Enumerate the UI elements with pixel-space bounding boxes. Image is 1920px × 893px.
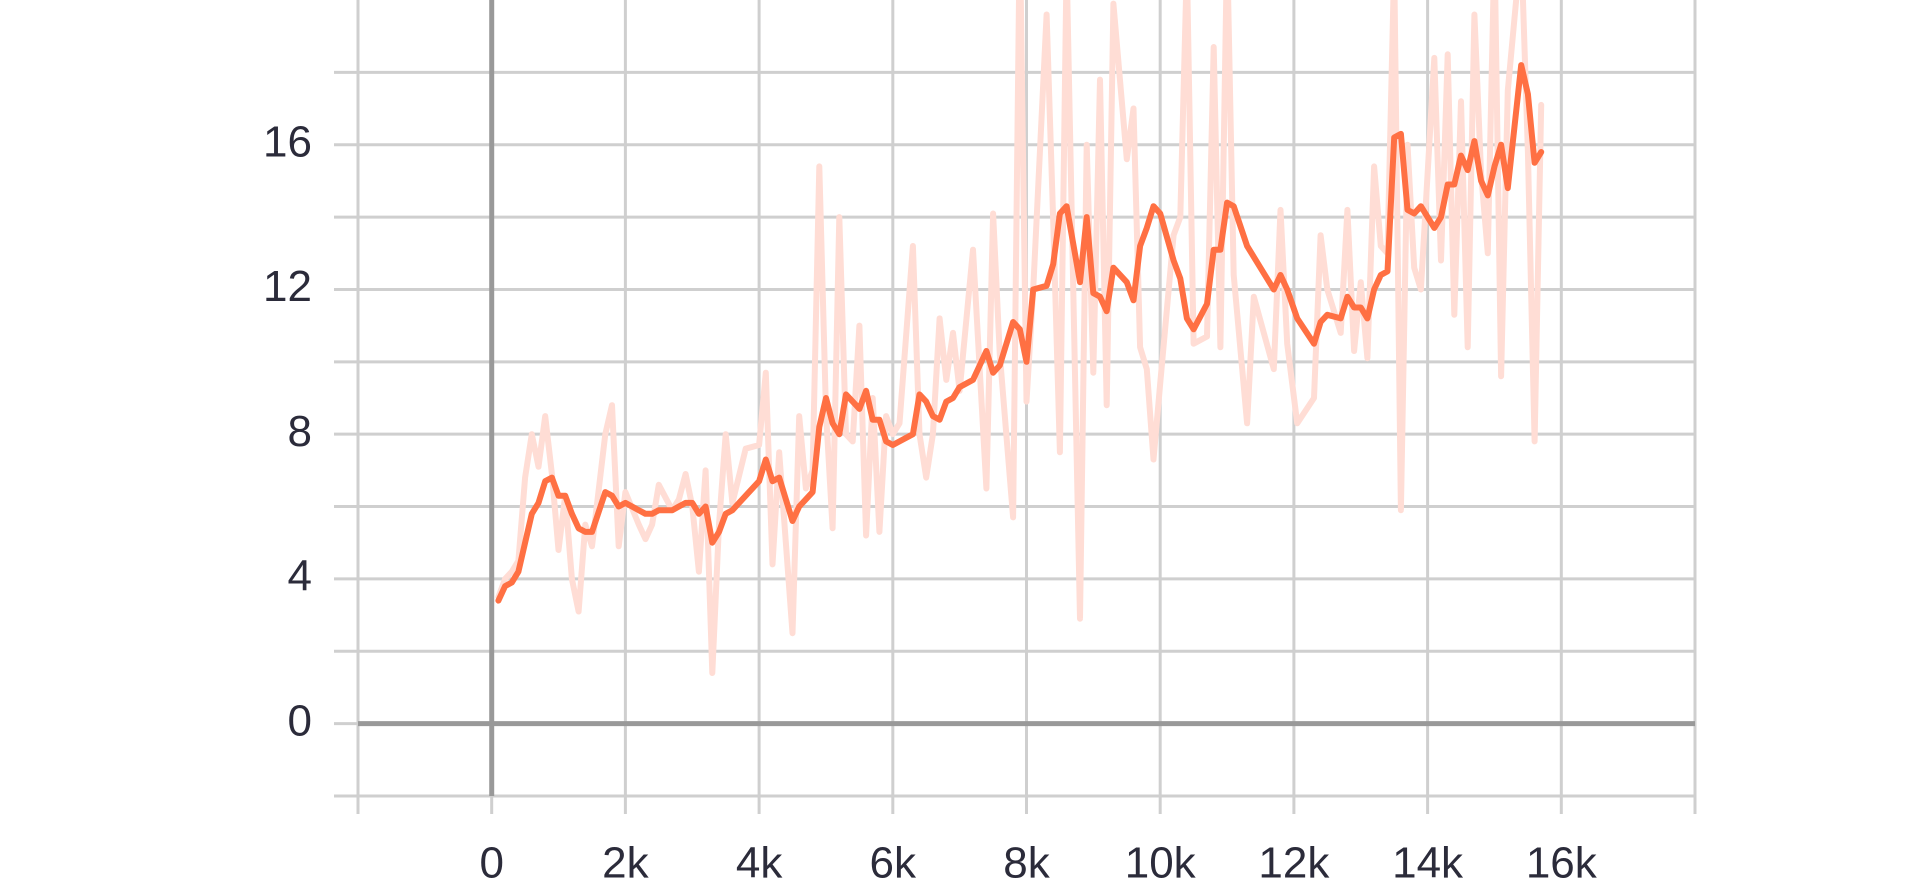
y-tick-label: 16 [263, 117, 312, 166]
x-tick-label: 2k [602, 839, 649, 888]
x-tick-label: 0 [479, 839, 503, 888]
x-tick-label: 10k [1125, 839, 1197, 888]
y-tick-label: 8 [288, 407, 312, 456]
x-tick-label: 6k [870, 839, 917, 888]
x-tick-label: 4k [736, 839, 783, 888]
x-tick-label: 16k [1526, 839, 1598, 888]
y-tick-label: 0 [288, 696, 312, 745]
series-line [495, 62, 1545, 604]
series-line [495, 0, 1545, 676]
y-tick-label: 4 [288, 552, 312, 601]
x-tick-label: 8k [1003, 839, 1050, 888]
x-tick-label: 12k [1258, 839, 1330, 888]
x-tick-label: 14k [1392, 839, 1464, 888]
lines [495, 0, 1545, 676]
y-tick-label: 12 [263, 262, 312, 311]
axes [358, 0, 1695, 796]
labels: 0 4 8 12 16 0 2k 4k 6k 8k 10k 12k 14k 16k [263, 117, 1598, 887]
